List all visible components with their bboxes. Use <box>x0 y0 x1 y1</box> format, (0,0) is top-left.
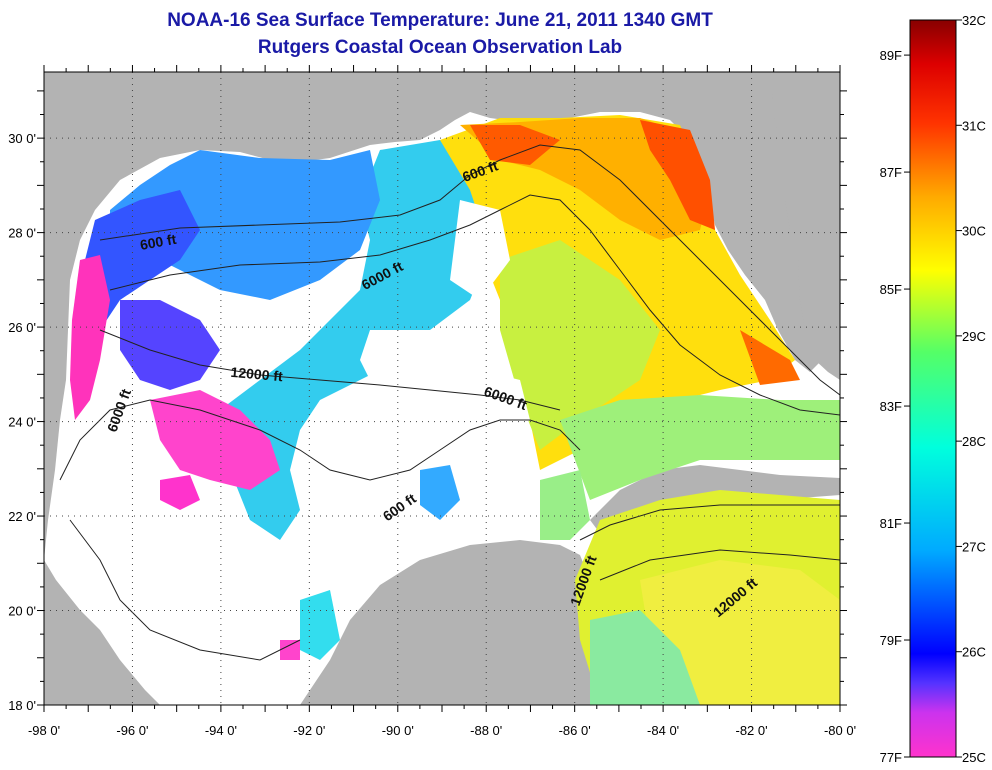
map-subtitle: Rutgers Coastal Ocean Observation Lab <box>257 37 623 58</box>
contour-label: 600 ft <box>139 231 178 253</box>
sst-data-field <box>70 115 840 705</box>
colorbar-label-fahrenheit: 83F <box>880 399 902 414</box>
colorbar-label-celsius: 26C <box>962 645 986 660</box>
graticule <box>44 72 840 705</box>
colorbar-label-celsius: 27C <box>962 539 986 554</box>
lon-tick-label: -98 0' <box>28 723 60 738</box>
lat-tick-label: 24 0' <box>8 415 36 430</box>
lon-tick-label: -82 0' <box>735 723 767 738</box>
lon-tick-label: -88 0' <box>470 723 502 738</box>
colorbar-label-fahrenheit: 85F <box>880 282 902 297</box>
colorbar-label-fahrenheit: 79F <box>880 633 902 648</box>
colorbar-label-fahrenheit: 81F <box>880 516 902 531</box>
axis-ticks <box>37 65 847 712</box>
colorbar-label-fahrenheit: 87F <box>880 165 902 180</box>
colorbar-label-fahrenheit: 89F <box>880 48 902 63</box>
lon-tick-label: -94 0' <box>205 723 237 738</box>
lon-tick-label: -90 0' <box>382 723 414 738</box>
lat-tick-label: 18 0' <box>8 698 36 713</box>
colorbar <box>909 19 957 758</box>
colorbar-label-celsius: 28C <box>962 434 986 449</box>
colorbar-label-celsius: 29C <box>962 329 986 344</box>
colorbar-label-fahrenheit: 77F <box>880 750 902 765</box>
lon-tick-label: -80 0' <box>824 723 856 738</box>
lat-tick-label: 20 0' <box>8 604 36 619</box>
colorbar-label-celsius: 31C <box>962 118 986 133</box>
land-mexico <box>44 560 160 705</box>
colorbar-labels: 32C 31C 30C 29C 28C 27C 26C 25C 89F 87F 85F 83F 81F 7… <box>880 13 986 765</box>
contour-label: 12000 ft <box>230 364 284 385</box>
colorbar-label-celsius: 25C <box>962 750 986 765</box>
lon-tick-label: -96 0' <box>116 723 148 738</box>
lon-tick-label: -86 0' <box>559 723 591 738</box>
bathymetry-contours <box>59 144 840 661</box>
land-north-america <box>44 72 840 560</box>
lon-tick-label: -92 0' <box>293 723 325 738</box>
colorbar-label-celsius: 32C <box>962 13 986 28</box>
colorbar-label-celsius: 30C <box>962 224 986 239</box>
lat-tick-label: 22 0' <box>8 509 36 524</box>
lat-tick-label: 26 0' <box>8 320 36 335</box>
lon-tick-label: -84 0' <box>647 723 679 738</box>
land-yucatan <box>300 540 595 705</box>
map-title: NOAA-16 Sea Surface Temperature: June 21… <box>167 10 713 31</box>
lat-tick-label: 28 0' <box>8 226 36 241</box>
axis-tick-labels: -98 0' -96 0' -94 0' -92 0' -90 0' -88 0' -86 … <box>8 131 856 738</box>
lat-tick-label: 30 0' <box>8 131 36 146</box>
land-florida-peninsula <box>770 72 840 380</box>
